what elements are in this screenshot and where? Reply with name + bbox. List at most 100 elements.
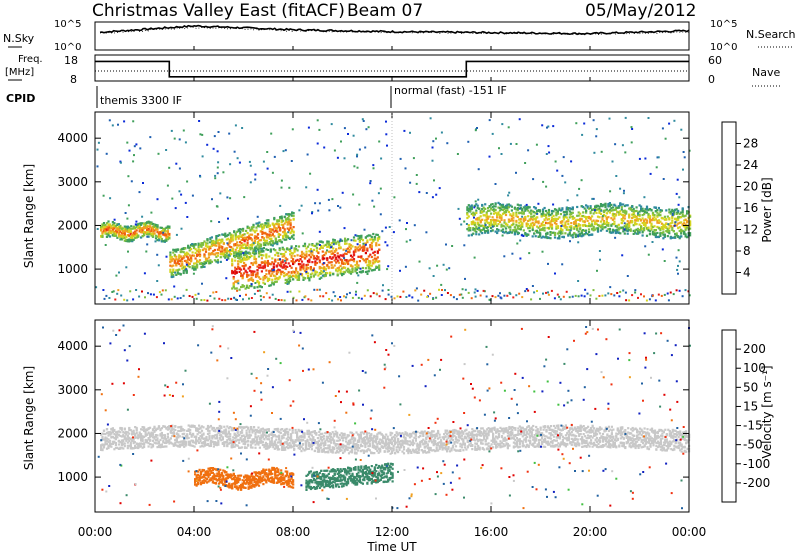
power-cell — [113, 222, 116, 225]
power-cell — [322, 270, 325, 273]
power-cell — [355, 234, 358, 237]
power-cell — [266, 264, 269, 267]
power-cell — [277, 258, 280, 261]
power-cell — [662, 178, 665, 180]
power-cell — [660, 232, 663, 235]
velocity-cell — [110, 432, 113, 435]
power-cell — [246, 275, 249, 278]
power-cell — [654, 218, 657, 221]
power-cell — [469, 229, 472, 232]
velocity-cell — [183, 445, 186, 448]
power-cell — [601, 215, 604, 218]
power-cell — [326, 242, 329, 245]
power-cell — [129, 239, 132, 242]
power-cell — [261, 230, 264, 234]
power-cell — [243, 285, 246, 288]
power-cell — [276, 227, 279, 230]
power-cell — [539, 229, 542, 232]
power-cell — [227, 250, 230, 253]
power-cell — [626, 204, 629, 207]
velocity-cell — [236, 430, 239, 433]
velocity-cell — [117, 433, 120, 436]
power-cell — [120, 235, 123, 238]
power-cell — [126, 240, 129, 243]
power-cell — [114, 226, 117, 229]
power-cell — [689, 232, 692, 235]
power-cell — [336, 267, 339, 270]
power-cell — [623, 211, 626, 214]
power-cell — [240, 268, 243, 271]
power-cell — [324, 274, 327, 277]
power-cell — [372, 164, 375, 167]
velocity-cell — [113, 440, 116, 443]
velocity-cell — [209, 424, 212, 428]
power-cell — [592, 225, 595, 228]
power-cell — [179, 259, 182, 262]
power-cell — [470, 207, 473, 211]
power-cell — [605, 229, 608, 232]
power-cell — [485, 230, 488, 233]
power-cell — [503, 206, 506, 209]
power-cell — [490, 223, 493, 226]
power-cell — [257, 250, 261, 253]
power-cell — [568, 216, 571, 219]
power-cell — [545, 185, 548, 188]
power-cell — [292, 212, 295, 215]
power-cell — [686, 235, 689, 239]
power-cell — [343, 295, 345, 298]
power-cell — [188, 254, 191, 257]
power-cell — [342, 270, 345, 273]
power-cell — [257, 276, 261, 279]
velocity-cell — [183, 432, 186, 435]
power-cell — [230, 235, 233, 238]
power-cell — [245, 293, 247, 296]
velocity-cell — [122, 440, 125, 443]
velocity-cell — [125, 437, 128, 441]
power-cell — [476, 218, 479, 221]
velocity-cell — [111, 440, 114, 443]
power-cell — [200, 262, 203, 265]
power-cell — [470, 221, 473, 224]
power-cell — [279, 239, 282, 242]
power-cell — [638, 229, 641, 232]
power-cell — [672, 212, 675, 215]
power-cell — [236, 299, 238, 301]
power-cell — [309, 248, 312, 251]
power-cell — [522, 212, 525, 215]
velocity-cell — [150, 433, 153, 436]
power-cell — [640, 209, 643, 212]
power-cell — [244, 254, 247, 257]
power-cell — [295, 269, 298, 272]
power-cell — [613, 220, 616, 223]
power-cell — [262, 261, 265, 264]
power-cell — [648, 216, 652, 219]
power-cell — [221, 245, 224, 248]
power-cell — [317, 243, 320, 246]
power-cell — [481, 210, 484, 213]
power-cell — [105, 235, 109, 238]
power-cell — [650, 228, 653, 231]
power-cell — [396, 295, 399, 298]
power-cell — [252, 243, 255, 246]
power-cell — [243, 243, 246, 246]
power-cell — [262, 296, 265, 299]
power-cell — [638, 157, 641, 160]
power-cell — [645, 211, 649, 214]
power-cell — [621, 254, 624, 257]
velocity-cell — [129, 438, 132, 441]
power-cell — [174, 207, 177, 210]
velocity-cell — [206, 429, 210, 432]
power-cell — [522, 211, 525, 214]
power-cell — [307, 126, 310, 129]
power-cell — [332, 273, 335, 276]
power-cell — [105, 152, 108, 155]
power-cell — [576, 225, 579, 228]
power-cell — [373, 260, 376, 263]
velocity-cell — [131, 430, 134, 433]
power-cell — [357, 246, 360, 249]
power-cell — [182, 294, 185, 297]
power-cell — [475, 230, 478, 233]
power-cell — [626, 226, 629, 229]
power-cell — [567, 208, 570, 211]
power-cell — [288, 220, 291, 223]
